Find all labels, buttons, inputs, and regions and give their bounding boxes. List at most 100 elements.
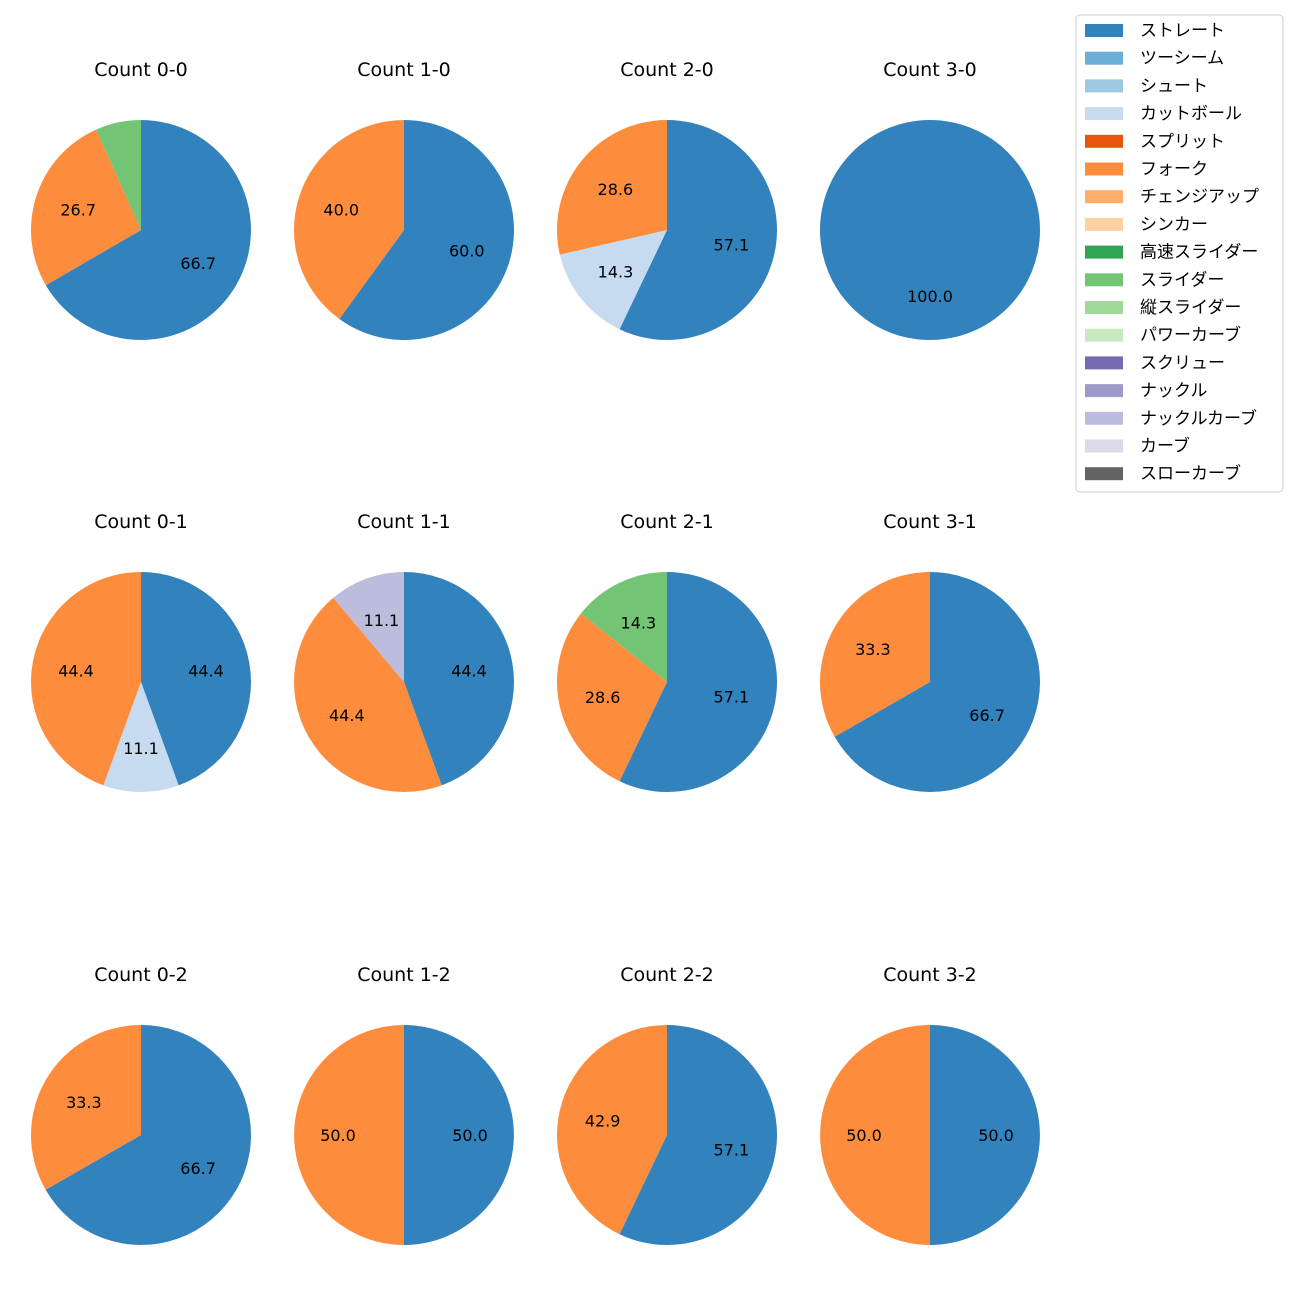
pie-slice: [45, 120, 251, 341]
pie-title: Count 0-2: [94, 964, 188, 986]
pie-slice: [96, 120, 141, 230]
legend-label: スプリット: [1140, 132, 1225, 152]
pie-slice: [619, 120, 778, 340]
legend-swatch: [1085, 79, 1123, 93]
pie-slice: [559, 230, 667, 330]
pie-title: Count 1-2: [357, 964, 451, 986]
legend-label: ツーシーム: [1140, 49, 1224, 69]
legend-label: シンカー: [1140, 215, 1208, 235]
legend-swatch: [1085, 439, 1123, 453]
legend-label: ナックル: [1140, 381, 1208, 401]
legend-label: チェンジアップ: [1140, 187, 1259, 207]
pie-slice: [30, 1025, 142, 1190]
pie-slice-label: 44.4: [329, 706, 365, 725]
legend-label: ナックルカーブ: [1140, 408, 1257, 429]
legend-swatch: [1085, 190, 1123, 204]
pie-slice-label: 50.0: [320, 1126, 356, 1145]
pie-slice-label: 66.7: [180, 254, 216, 273]
pie-slice-label: 28.6: [598, 180, 634, 199]
legend-swatch: [1085, 273, 1123, 287]
pie-slice: [141, 572, 252, 786]
legend-swatch: [1085, 245, 1123, 259]
pie-slice: [930, 1025, 1040, 1245]
pie-chart: Count 1-1 44.4 44.4 11.1: [293, 511, 515, 793]
pie-slice-label: 57.1: [714, 1141, 750, 1160]
legend-frame: [1075, 14, 1284, 493]
legend-label: スライダー: [1140, 270, 1224, 290]
pie-title: Count 3-2: [883, 964, 977, 986]
pie-title: Count 0-0: [94, 59, 188, 81]
pie-slice: [619, 1025, 778, 1246]
pie-title: Count 0-1: [94, 511, 188, 533]
legend: ストレートツーシームシュートカットボールスプリットフォークチェンジアップシンカー…: [1075, 14, 1284, 493]
pie-slice: [556, 120, 667, 255]
legend-label: 縦スライダー: [1140, 298, 1241, 318]
legend-swatch: [1085, 411, 1123, 425]
pie-chart: Count 0-0 66.7 26.7: [30, 59, 251, 341]
pie-slice: [333, 572, 404, 682]
pie-chart: Count 2-1 57.1 28.6 14.3: [557, 511, 778, 792]
pie-slice: [294, 1025, 404, 1245]
pie-chart: Count 0-1 44.4 11.1 44.4: [30, 511, 252, 793]
pie-title: Count 2-2: [620, 964, 714, 986]
pie-chart: Count 1-0 60.0 40.0: [293, 59, 514, 340]
legend-label: フォーク: [1140, 160, 1208, 180]
pie-slice: [820, 120, 1040, 340]
pie-slice-label: 57.1: [714, 236, 750, 255]
pie-slice: [557, 613, 667, 782]
pie-chart: Count 3-2 50.0 50.0: [820, 964, 1040, 1245]
pie-slice-label: 33.3: [855, 640, 891, 659]
pie-chart: Count 1-2 50.0 50.0: [294, 964, 514, 1245]
pie-slice: [404, 1025, 514, 1245]
pie-slice: [404, 572, 515, 786]
legend-label: 高速スライダー: [1140, 243, 1258, 263]
legend-swatch: [1085, 107, 1123, 121]
pie-title: Count 3-1: [883, 511, 977, 533]
legend-swatch: [1085, 134, 1123, 148]
pie-slice-label: 44.4: [188, 662, 224, 681]
pie-slice-label: 66.7: [969, 706, 1005, 725]
pie-slice: [834, 572, 1040, 792]
pie-slice-label: 28.6: [585, 688, 621, 707]
pie-slice-label: 11.1: [123, 739, 159, 758]
legend-swatch: [1085, 51, 1123, 65]
pie-slice-label: 66.7: [180, 1159, 216, 1178]
pie-slice: [293, 120, 404, 319]
pie-slice-label: 33.3: [66, 1093, 102, 1112]
pie-title: Count 2-0: [620, 59, 714, 81]
legend-swatch: [1085, 356, 1123, 370]
legend-label: スクリュー: [1140, 353, 1225, 373]
pie-slice-label: 14.3: [598, 262, 634, 281]
pie-slice-label: 44.4: [451, 662, 487, 681]
pie-title: Count 1-1: [357, 511, 451, 533]
pie-slice: [103, 682, 179, 793]
pie-slice-label: 14.3: [621, 614, 657, 633]
pie-slice-label: 40.0: [323, 201, 359, 220]
pie-slice-label: 60.0: [449, 241, 485, 260]
pie-slice: [293, 597, 442, 793]
pie-slice: [557, 1025, 667, 1235]
legend-swatch: [1085, 301, 1123, 314]
pie-slice-label: 26.7: [60, 201, 96, 220]
pie-title: Count 3-0: [883, 59, 977, 81]
pie-slice-label: 42.9: [585, 1111, 621, 1130]
legend-swatch: [1085, 217, 1123, 231]
pie-title: Count 1-0: [357, 59, 451, 81]
pie-slice: [580, 572, 667, 682]
legend-swatch: [1085, 384, 1123, 398]
pie-slice: [30, 129, 142, 286]
pie-slice: [820, 1025, 930, 1245]
pie-slice: [30, 572, 142, 786]
pie-chart: Count 0-2 66.7 33.3: [30, 964, 251, 1245]
pie-slice-label: 57.1: [714, 688, 750, 707]
pie-slice-label: 11.1: [364, 611, 400, 630]
legend-label: カットボール: [1140, 104, 1242, 124]
pie-slice: [619, 571, 778, 792]
pie-chart: Count 2-0 57.1 14.3 28.6: [556, 59, 778, 340]
pie-slice: [339, 120, 514, 340]
legend-swatch: [1085, 467, 1123, 481]
legend-swatch: [1085, 328, 1123, 342]
pie-slice-label: 100.0: [907, 287, 953, 306]
